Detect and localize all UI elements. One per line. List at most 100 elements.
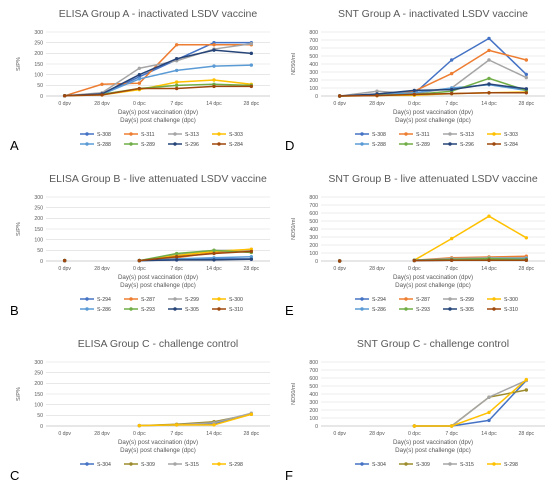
y-axis-label: S/P%	[16, 387, 22, 401]
legend-label: S-304	[372, 462, 386, 468]
x-tick-label: 14 dpc	[206, 431, 222, 437]
y-tick-label: 50	[37, 83, 43, 89]
y-tick-label: 200	[34, 216, 43, 222]
legend-label: S-293	[416, 307, 430, 313]
y-tick-label: 300	[309, 400, 318, 406]
legend-marker	[448, 307, 452, 311]
legend-marker	[85, 462, 89, 466]
x-tick-label: 14 dpc	[206, 101, 222, 107]
legend-marker	[173, 132, 177, 136]
data-point	[249, 51, 254, 56]
y-axis-label: ND50/ml	[291, 383, 297, 405]
legend: S-294 S-287 S-299 S-300 S-286 S-293 S-305 S-310	[355, 297, 518, 313]
chart-panel-d: SNT Group A - inactivated LSDV vaccine 0 1…	[275, 0, 550, 165]
data-point	[487, 82, 491, 86]
series-line	[139, 413, 252, 427]
data-point	[249, 257, 254, 261]
data-point	[174, 68, 179, 73]
y-tick-label: 600	[309, 211, 318, 217]
y-tick-label: 100	[309, 416, 318, 422]
data-point	[487, 258, 491, 262]
legend-label: S-286	[372, 307, 386, 313]
chart-title: SNT Group C - challenge control	[357, 338, 509, 350]
y-tick-label: 100	[34, 72, 43, 78]
x-tick-label: 28 dpv	[369, 266, 385, 272]
y-tick-label: 250	[34, 40, 43, 46]
y-tick-label: 300	[34, 195, 43, 201]
legend-marker	[448, 462, 452, 466]
y-tick-label: 50	[37, 248, 43, 254]
data-point	[337, 94, 342, 98]
data-point	[174, 83, 179, 88]
data-point	[449, 58, 454, 62]
y-tick-label: 100	[309, 86, 318, 92]
y-tick-label: 300	[34, 360, 43, 366]
legend-label: S-311	[416, 132, 430, 138]
legend-marker	[217, 132, 221, 136]
y-tick-label: 200	[309, 243, 318, 249]
legend-label: S-303	[229, 132, 243, 138]
panel-letter: B	[10, 303, 19, 318]
x-axis-label-dpv: Day(s) post vaccination (dpv)	[118, 439, 198, 446]
legend-marker	[217, 307, 221, 311]
x-axis-label-dpc: Day(s) post challenge (dpc)	[120, 282, 196, 289]
legend-marker	[404, 307, 408, 311]
legend-label: S-288	[372, 142, 386, 148]
data-point	[487, 410, 491, 415]
x-tick-label: 28 dpv	[369, 101, 385, 107]
data-point	[487, 418, 491, 423]
legend-marker	[448, 297, 452, 301]
x-tick-label: 0 dpc	[133, 101, 146, 107]
data-point	[249, 255, 254, 259]
data-point	[249, 84, 254, 89]
data-point	[487, 58, 491, 62]
data-point	[137, 77, 142, 81]
x-tick-label: 7 dpc	[445, 266, 458, 272]
data-point	[62, 94, 67, 98]
data-point	[62, 258, 67, 263]
data-point	[137, 86, 142, 91]
y-tick-label: 100	[34, 237, 43, 243]
y-tick-label: 600	[309, 46, 318, 52]
legend-label: S-309	[141, 462, 155, 468]
data-point	[487, 36, 491, 41]
y-tick-label: 150	[34, 62, 43, 68]
legend-label: S-296	[460, 142, 474, 148]
data-point	[412, 424, 417, 428]
y-tick-label: 100	[309, 251, 318, 257]
chart-svg: SNT Group B - live attenuated LSDV vacci…	[285, 173, 545, 318]
legend-marker	[448, 132, 452, 136]
data-point	[449, 87, 454, 92]
data-point	[487, 48, 491, 53]
legend-marker	[492, 307, 496, 311]
legend-label: S-308	[372, 132, 386, 138]
data-point	[524, 91, 529, 95]
legend-label: S-287	[141, 297, 155, 303]
legend-label: S-284	[229, 142, 243, 148]
chart-panel-e: SNT Group B - live attenuated LSDV vacci…	[275, 165, 550, 330]
legend: S-294 S-287 S-299 S-300 S-286 S-293 S-305 S-310	[80, 297, 243, 313]
y-axis-label: S/P%	[16, 222, 22, 236]
x-tick-label: 0 dpv	[58, 431, 71, 437]
data-point	[337, 259, 342, 263]
y-tick-label: 500	[309, 384, 318, 390]
data-point	[212, 258, 216, 262]
legend-marker	[85, 142, 89, 146]
x-tick-label: 7 dpc	[445, 101, 458, 107]
data-point	[212, 84, 216, 89]
data-point	[487, 91, 491, 95]
y-axis-label: ND50/ml	[291, 218, 297, 240]
x-tick-label: 0 dpc	[133, 266, 146, 272]
x-axis-label-dpv: Day(s) post vaccination (dpv)	[118, 274, 198, 281]
data-point	[137, 258, 142, 263]
legend-marker	[129, 142, 133, 146]
legend-marker	[404, 142, 408, 146]
legend-marker	[492, 132, 496, 136]
legend-label: S-303	[504, 132, 518, 138]
legend-label: S-298	[229, 462, 243, 468]
data-point	[174, 56, 179, 61]
series-line	[339, 83, 527, 97]
legend-label: S-305	[460, 307, 474, 313]
data-point	[212, 64, 216, 68]
y-tick-label: 250	[34, 370, 43, 376]
